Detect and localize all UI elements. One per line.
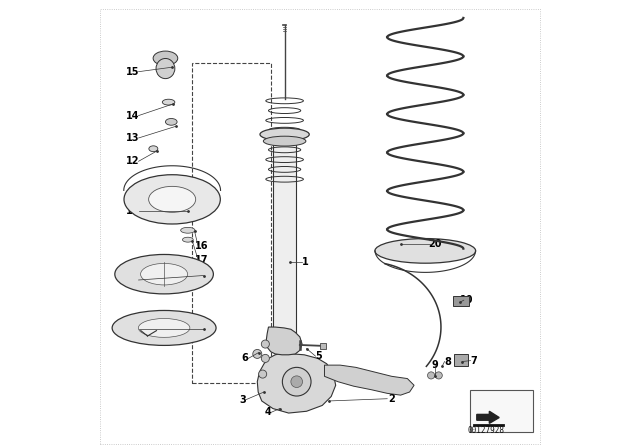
Circle shape <box>291 376 303 388</box>
Ellipse shape <box>182 237 193 242</box>
Text: 3: 3 <box>239 395 246 405</box>
Polygon shape <box>266 327 302 355</box>
Ellipse shape <box>138 319 190 337</box>
Circle shape <box>253 349 262 358</box>
Text: 5: 5 <box>316 351 323 361</box>
Ellipse shape <box>260 128 309 141</box>
Text: 16: 16 <box>195 241 209 251</box>
Ellipse shape <box>163 99 175 105</box>
Text: 11: 11 <box>126 206 140 215</box>
Ellipse shape <box>263 136 306 146</box>
Ellipse shape <box>153 51 178 65</box>
Ellipse shape <box>165 118 177 125</box>
Polygon shape <box>257 354 336 413</box>
Text: 17: 17 <box>195 255 209 265</box>
Text: 8: 8 <box>444 357 451 366</box>
Ellipse shape <box>375 238 476 263</box>
Text: 13: 13 <box>126 133 140 143</box>
Text: 00127928: 00127928 <box>467 426 504 435</box>
FancyBboxPatch shape <box>454 354 468 366</box>
Text: 4: 4 <box>265 407 272 417</box>
Ellipse shape <box>148 186 196 212</box>
Text: 18: 18 <box>126 275 140 285</box>
Text: 6: 6 <box>242 353 248 363</box>
Ellipse shape <box>141 263 188 285</box>
Text: 15: 15 <box>126 67 140 77</box>
Ellipse shape <box>149 146 158 151</box>
Bar <box>320 343 326 349</box>
Ellipse shape <box>112 310 216 345</box>
FancyBboxPatch shape <box>452 296 468 306</box>
Ellipse shape <box>180 228 195 233</box>
Text: 2: 2 <box>388 394 395 404</box>
Circle shape <box>261 340 269 348</box>
Text: 19: 19 <box>126 324 140 334</box>
Bar <box>470 390 532 432</box>
Text: 1: 1 <box>302 257 309 267</box>
Bar <box>192 63 271 383</box>
Polygon shape <box>324 365 414 395</box>
Ellipse shape <box>115 254 213 294</box>
Circle shape <box>435 372 442 379</box>
Text: 14: 14 <box>126 111 140 121</box>
Circle shape <box>282 367 311 396</box>
Text: 7: 7 <box>470 356 477 366</box>
Polygon shape <box>477 411 499 423</box>
Text: 9: 9 <box>432 360 438 370</box>
Bar <box>273 137 296 352</box>
Ellipse shape <box>156 59 175 79</box>
Text: 12: 12 <box>126 156 140 166</box>
Circle shape <box>428 372 435 379</box>
Circle shape <box>259 370 267 378</box>
Text: 10: 10 <box>460 295 474 305</box>
Circle shape <box>261 354 269 362</box>
Text: 20: 20 <box>428 239 442 249</box>
Ellipse shape <box>124 175 220 224</box>
